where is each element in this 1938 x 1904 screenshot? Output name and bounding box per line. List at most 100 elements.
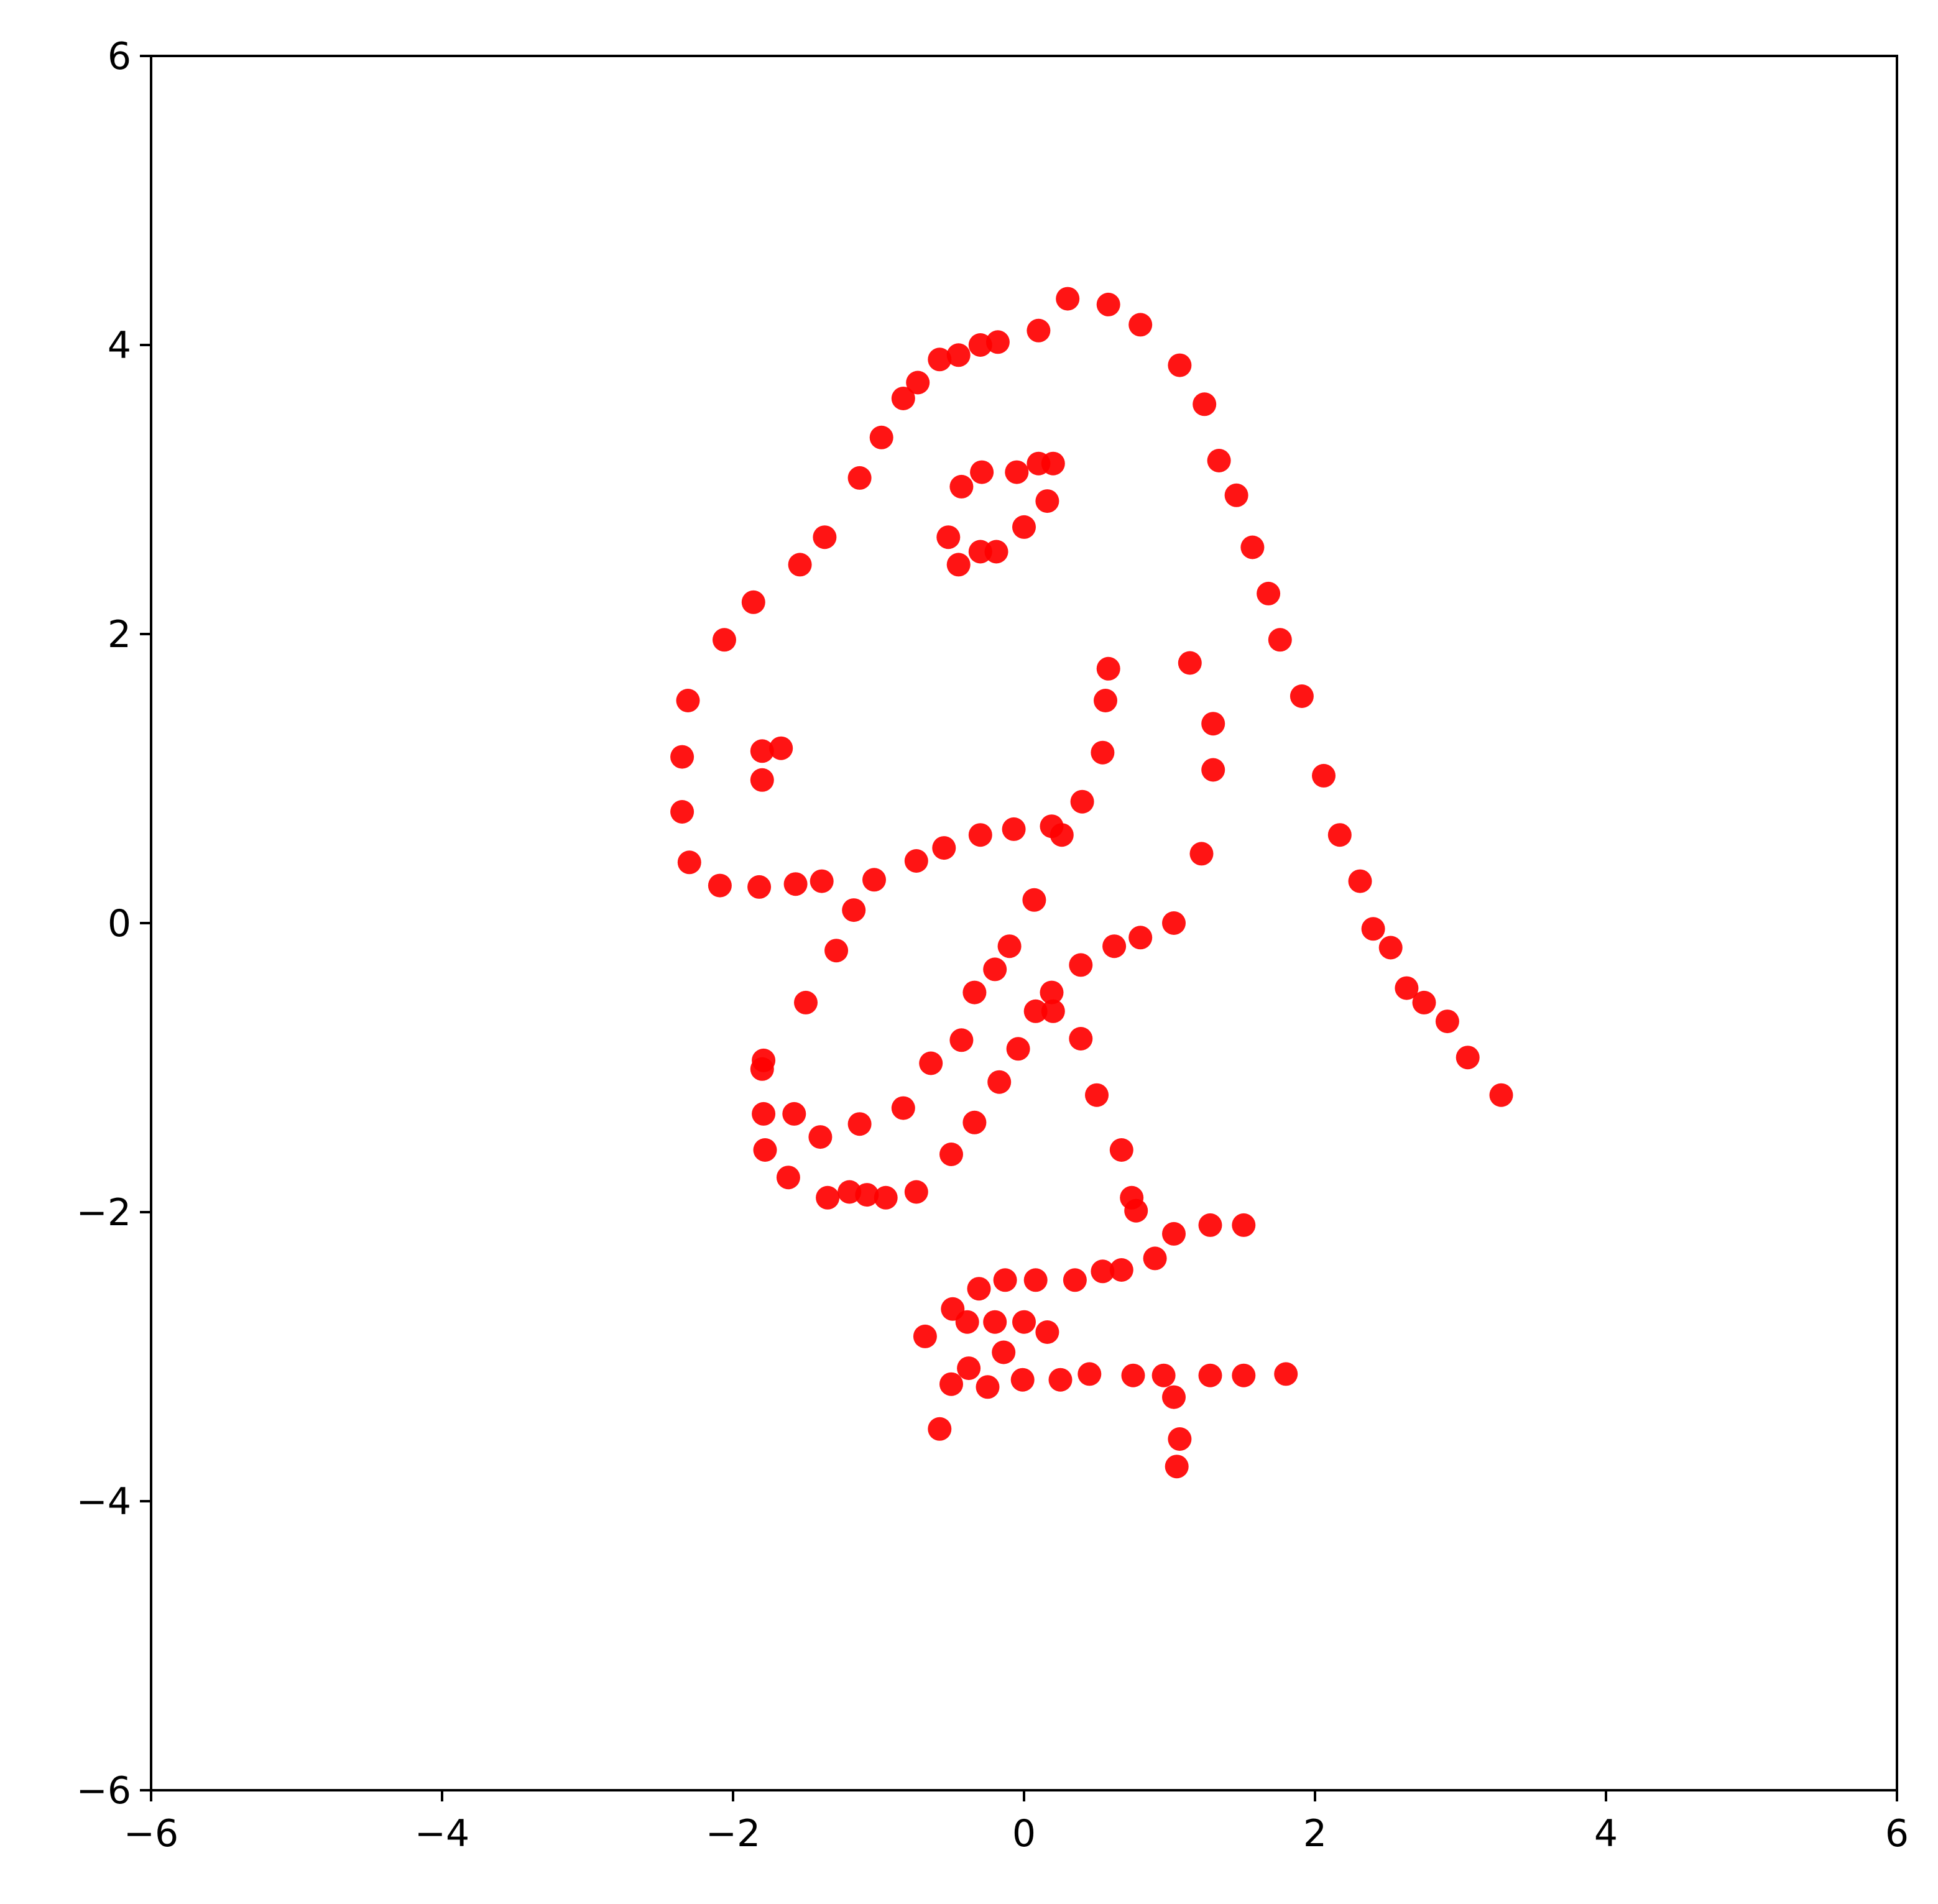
data-point	[962, 980, 987, 1005]
data-point	[949, 1028, 974, 1052]
data-point	[1201, 758, 1225, 782]
data-point	[968, 823, 992, 847]
data-point	[1027, 318, 1051, 343]
data-point	[1395, 976, 1419, 1000]
data-point	[847, 466, 872, 490]
data-point	[1124, 1198, 1148, 1223]
data-point	[1005, 460, 1029, 484]
data-point	[891, 1096, 915, 1120]
data-point	[968, 333, 992, 357]
data-point	[946, 343, 971, 367]
x-tick-label: 6	[1885, 1812, 1909, 1856]
y-tick-label: −2	[76, 1191, 131, 1235]
data-point	[1096, 656, 1120, 681]
data-point	[1022, 888, 1046, 912]
data-point	[1063, 1268, 1087, 1292]
data-point	[1035, 489, 1059, 513]
y-tick-label: 6	[108, 35, 131, 78]
data-point	[741, 590, 765, 614]
data-point	[1178, 651, 1202, 675]
data-point	[1143, 1246, 1167, 1271]
data-point	[847, 1112, 872, 1136]
ticks-layer: −6 −4 −2 0 2 4 6 −6 −4 −2 0 2 4 6	[76, 35, 1909, 1856]
data-point	[1162, 1221, 1186, 1246]
data-point	[1077, 1362, 1102, 1386]
data-point	[983, 957, 1007, 982]
data-point	[1041, 451, 1065, 476]
data-point	[1274, 1362, 1298, 1386]
data-point	[1168, 353, 1192, 377]
data-point	[1290, 684, 1314, 708]
data-point	[993, 1268, 1017, 1292]
data-point	[1224, 483, 1248, 507]
data-point	[1456, 1046, 1480, 1070]
data-point	[1002, 817, 1026, 841]
x-tick-label: 0	[1012, 1812, 1036, 1856]
data-point	[1240, 535, 1265, 559]
data-point	[939, 1372, 963, 1396]
data-point	[1085, 1083, 1109, 1107]
data-point	[824, 939, 849, 963]
data-point	[987, 1070, 1012, 1094]
data-point	[1435, 1009, 1459, 1034]
data-point	[904, 1180, 928, 1204]
data-point	[983, 1310, 1007, 1334]
data-point	[1109, 1138, 1133, 1162]
data-point	[1312, 763, 1336, 788]
data-point	[1348, 869, 1372, 893]
data-point	[837, 1180, 862, 1204]
data-point	[1096, 292, 1120, 316]
data-point	[1232, 1363, 1256, 1387]
data-point	[997, 934, 1022, 959]
data-point	[750, 768, 774, 792]
data-point	[713, 628, 736, 652]
data-point	[1048, 1368, 1073, 1392]
data-point	[769, 736, 793, 760]
data-point	[967, 1277, 991, 1301]
data-point	[1193, 392, 1217, 416]
data-point	[788, 553, 812, 577]
data-point	[976, 1375, 1000, 1399]
data-point	[928, 347, 952, 372]
points-layer	[670, 287, 1513, 1479]
data-point	[1207, 449, 1231, 472]
data-point	[1165, 1455, 1189, 1479]
data-point	[1412, 990, 1436, 1014]
y-tick-label: 2	[108, 613, 131, 656]
data-point	[1091, 1259, 1115, 1284]
data-point	[939, 1143, 963, 1166]
data-point	[891, 387, 915, 410]
data-point	[676, 689, 700, 712]
data-point	[1201, 712, 1225, 736]
plot-frame	[150, 55, 1898, 1791]
data-point	[1198, 1213, 1222, 1237]
data-point	[1327, 823, 1352, 847]
data-point	[1232, 1213, 1256, 1237]
x-tick-label: −4	[415, 1812, 469, 1856]
x-tick-label: 4	[1594, 1812, 1618, 1856]
y-tick-label: 0	[108, 902, 131, 945]
data-point	[1121, 1363, 1145, 1387]
data-point	[949, 474, 974, 499]
data-point	[782, 1101, 806, 1126]
x-tick-label: −2	[706, 1812, 760, 1856]
data-point	[906, 370, 930, 395]
data-point	[1378, 936, 1403, 960]
data-point	[842, 898, 866, 922]
data-point	[1128, 926, 1153, 950]
data-point	[932, 836, 956, 860]
data-point	[1094, 689, 1117, 712]
data-point	[776, 1166, 800, 1190]
data-point	[1070, 789, 1094, 814]
data-point	[670, 800, 694, 824]
data-point	[1151, 1363, 1176, 1387]
data-point	[1091, 740, 1115, 765]
data-point	[1257, 581, 1281, 605]
data-point	[1361, 917, 1385, 941]
data-point	[936, 525, 961, 550]
data-point	[1050, 823, 1074, 847]
data-point	[913, 1324, 937, 1348]
data-point	[1069, 1027, 1093, 1051]
data-point	[783, 872, 808, 896]
